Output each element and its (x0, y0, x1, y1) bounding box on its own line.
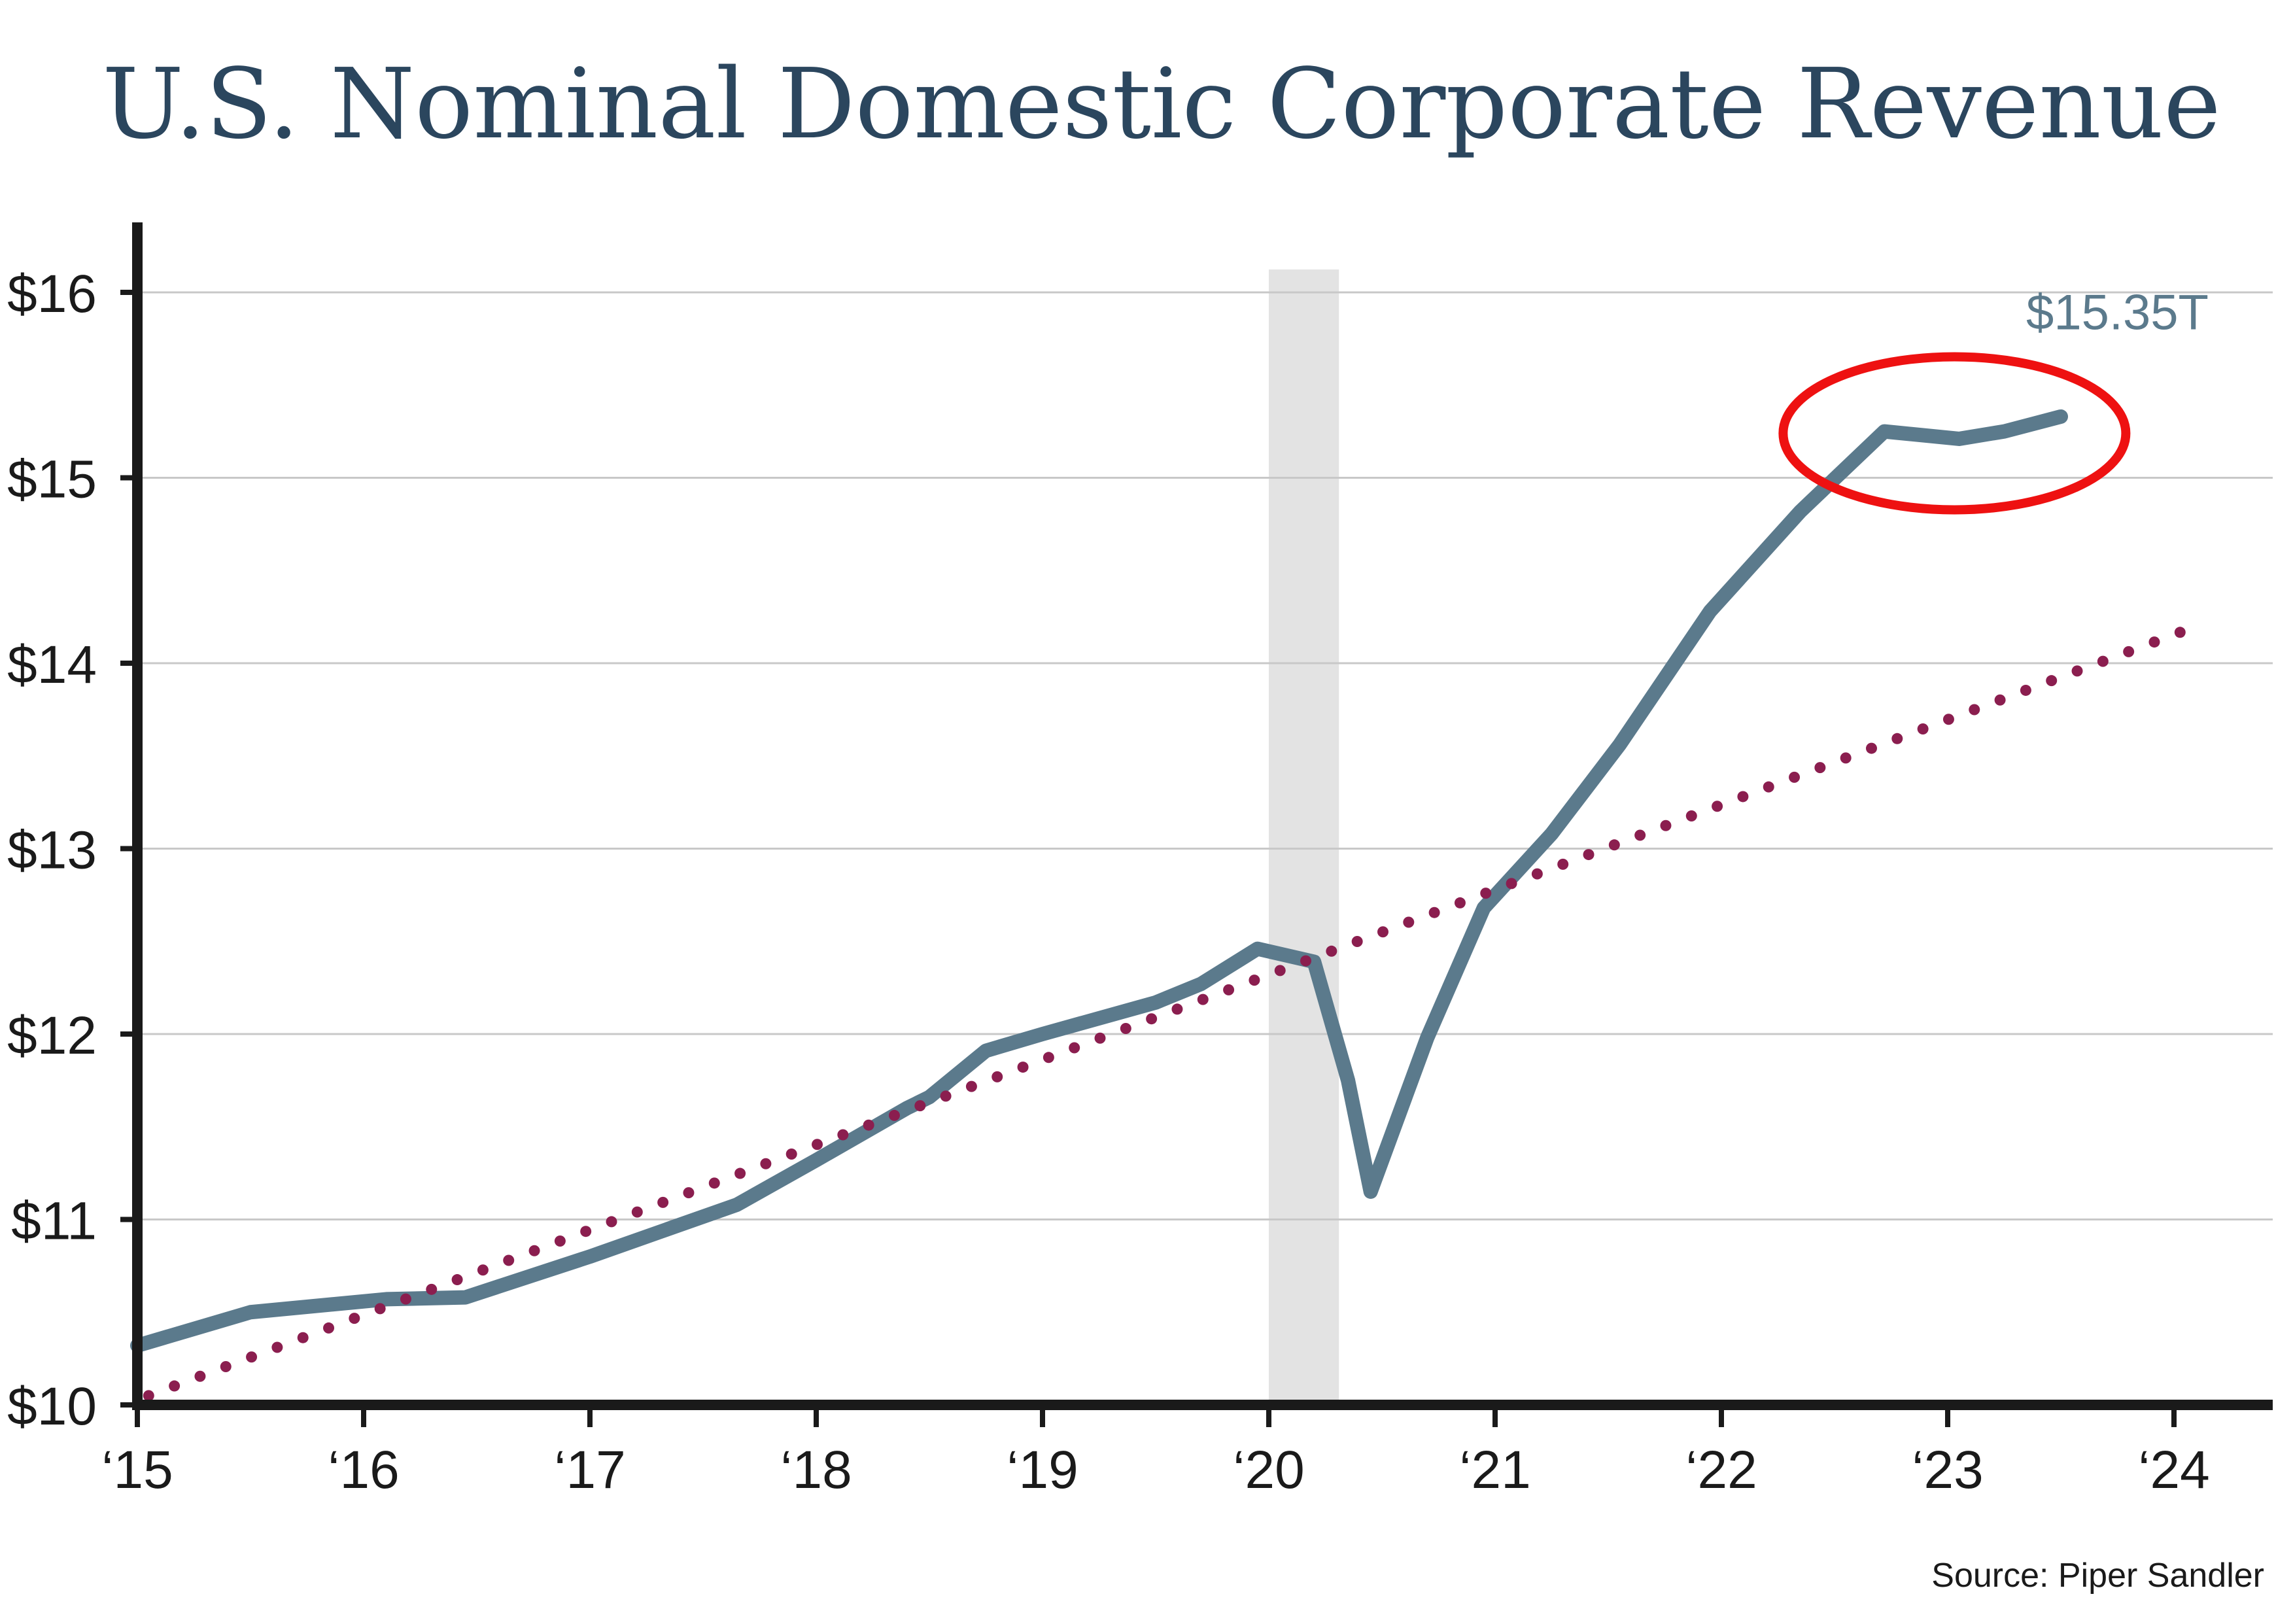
y-tick-label: $11 (11, 1192, 97, 1251)
y-tick-label: $15 (7, 450, 97, 510)
x-tick-label: ‘15 (101, 1440, 173, 1500)
end-value-label: $15.35T (2026, 285, 2209, 341)
plot-area: $15.35T $10 $11 $12 $13 $14 $15 $16 ‘15 ‘16 ‘17 ‘18… (7, 222, 2273, 1500)
revenue-line (130, 409, 2068, 1353)
x-tick-label: ‘17 (554, 1440, 625, 1500)
chart-title: U.S. Nominal Domestic Corporate Revenue (102, 48, 2220, 160)
x-tick-label: ‘22 (1685, 1440, 1757, 1500)
trend-line (143, 620, 2203, 1402)
x-tick-label: ‘19 (1007, 1440, 1078, 1500)
x-tick-label: ‘20 (1233, 1440, 1304, 1500)
source-note: Source: Piper Sandler (1931, 1557, 2264, 1595)
x-tick-label: ‘16 (328, 1440, 399, 1500)
y-tick-label: $14 (7, 635, 97, 695)
shaded-region-0 (1269, 269, 1339, 1405)
x-tick-label: ‘18 (780, 1440, 852, 1500)
x-tick-label: ‘21 (1459, 1440, 1530, 1500)
highlight-ellipse (1778, 352, 2131, 515)
x-tick-label: ‘23 (1912, 1440, 1983, 1500)
x-tick-label: ‘24 (2138, 1440, 2209, 1500)
y-tick-label: $13 (7, 821, 97, 880)
y-tick-label: $16 (7, 264, 97, 324)
y-tick-label: $12 (7, 1006, 97, 1065)
y-tick-label: $10 (7, 1377, 97, 1436)
